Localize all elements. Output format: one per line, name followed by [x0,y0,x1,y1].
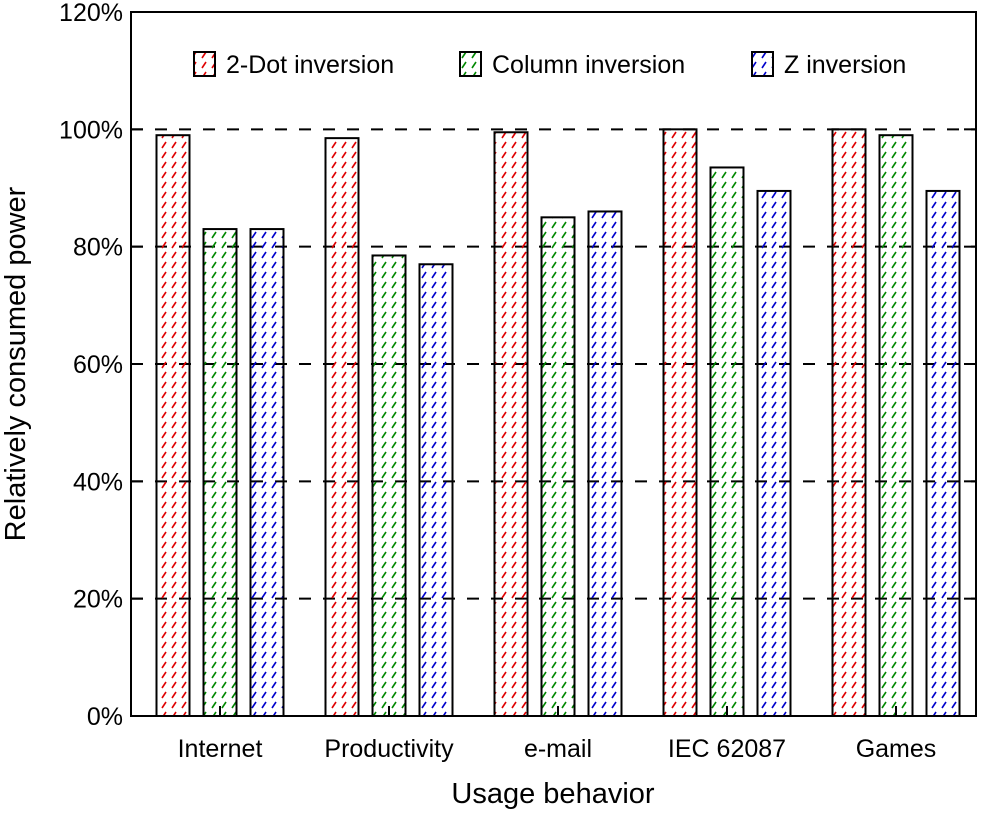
legend-label: 2-Dot inversion [226,51,394,79]
bar [418,263,454,717]
bar [831,128,867,718]
x-tick-label: Internet [178,735,263,763]
legend-label: Z inversion [784,51,906,79]
y-tick-label: 80% [73,234,123,262]
y-axis-title: Relatively consumed power [0,186,32,541]
legend-swatch [459,51,482,77]
x-tick-label: Games [856,735,937,763]
legend: 2-Dot inversion Column inversion Z inversi… [193,51,906,79]
bar [371,254,407,717]
y-tick-label: 60% [73,351,123,379]
bars [155,128,961,718]
y-axis-ticks: 0% 20% 40% 60% 80% 100% 120% [59,0,976,731]
y-tick-label: 120% [59,0,123,27]
legend-swatch [751,51,774,77]
bar [324,137,360,717]
bar [587,210,623,717]
y-tick-label: 100% [59,116,123,144]
y-tick-label: 0% [87,703,123,731]
x-tick-label: IEC 62087 [668,735,786,763]
bar [202,228,238,717]
y-tick-label: 40% [73,468,123,496]
bar [878,134,914,717]
bar [493,131,529,717]
bar [249,228,285,717]
x-axis-categories: Internet Productivity e-mail IEC 62087 Games [178,735,937,763]
bar [925,189,961,717]
bar [155,134,191,717]
x-tick-label: e-mail [524,735,592,763]
bar [709,166,745,717]
x-axis-title: Usage behavior [451,778,654,810]
legend-label: Column inversion [492,51,685,79]
y-tick-label: 20% [73,586,123,614]
legend-swatch [193,51,216,77]
bar [662,128,698,718]
bar [756,189,792,717]
bar [540,216,576,717]
x-tick-label: Productivity [324,735,454,763]
